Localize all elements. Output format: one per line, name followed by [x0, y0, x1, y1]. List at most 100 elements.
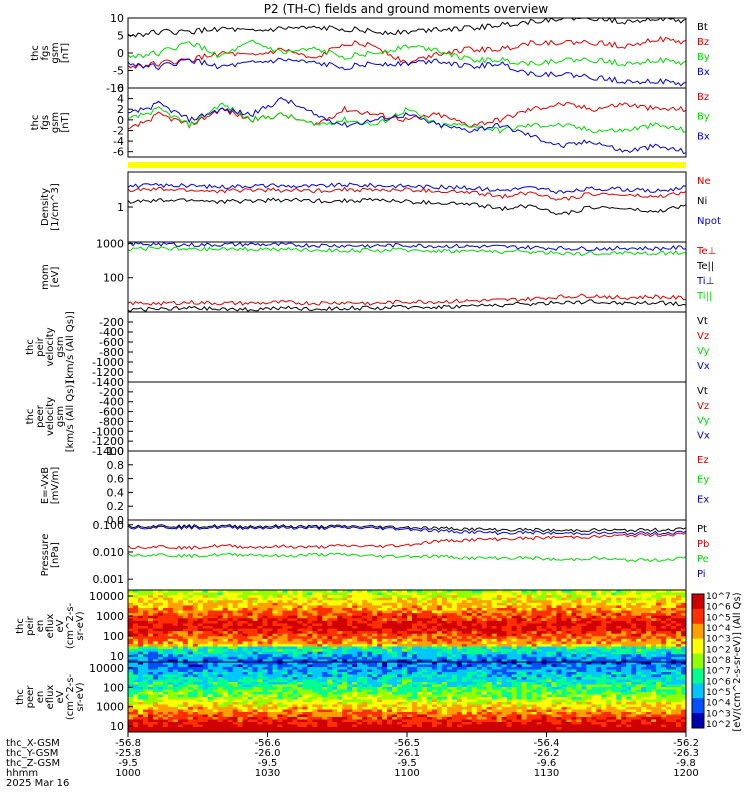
- spectrogram-cell: [187, 646, 194, 650]
- spectrogram-cell: [476, 682, 483, 685]
- spectrogram-cell: [646, 638, 652, 642]
- spectrogram-cell: [257, 610, 263, 614]
- spectrogram-cell: [302, 682, 308, 685]
- spectrogram-cell: [222, 677, 229, 680]
- spectrogram-cell: [561, 618, 567, 622]
- spectrogram-cell: [521, 662, 527, 665]
- spectrogram-cell: [416, 605, 423, 609]
- spectrogram-cell: [182, 649, 189, 653]
- spectrogram-cell: [431, 613, 438, 617]
- spectrogram-cell: [252, 626, 258, 629]
- spectrogram-cell: [382, 608, 388, 611]
- y-axis-title: E=-VxB: [40, 467, 51, 504]
- spectrogram-cell: [546, 667, 552, 670]
- spectrogram-cell: [536, 682, 542, 685]
- spectrogram-cell: [621, 651, 627, 655]
- spectrogram-cell: [382, 677, 388, 680]
- spectrogram-cell: [137, 602, 144, 606]
- spectrogram-cell: [431, 631, 438, 635]
- spectrogram-cell: [382, 636, 388, 640]
- spectrogram-cell: [187, 638, 194, 642]
- spectrogram-cell: [451, 641, 458, 645]
- spectrogram-cell: [377, 633, 383, 637]
- spectrogram-cell: [187, 636, 194, 640]
- spectrogram-cell: [541, 674, 547, 678]
- spectrogram-cell: [636, 651, 642, 655]
- spectrogram-cell: [397, 610, 403, 614]
- spectrogram-cell: [147, 628, 154, 632]
- spectrogram-cell: [631, 684, 637, 688]
- spectrogram-cell: [511, 651, 517, 655]
- spectrogram-cell: [172, 613, 179, 617]
- spectrogram-cell: [441, 644, 448, 647]
- spectrogram-cell: [402, 649, 408, 653]
- spectrogram-cell: [152, 687, 159, 690]
- spectrogram-cell: [481, 600, 488, 604]
- spectrogram-cell: [466, 592, 473, 596]
- spectrogram-cell: [147, 679, 154, 683]
- spectrogram-cell: [222, 682, 229, 685]
- spectrogram-cell: [342, 605, 348, 609]
- spectrogram-cell: [147, 602, 154, 606]
- spectrogram-cell: [162, 608, 169, 611]
- spectrogram-cell: [192, 590, 199, 593]
- spectrogram-cell: [416, 590, 423, 593]
- spectrogram-cell: [292, 664, 298, 668]
- spectrogram-cell: [536, 595, 542, 599]
- spectrogram-cell: [222, 608, 229, 611]
- spectrogram-cell: [262, 692, 268, 695]
- spectrogram-cell: [177, 664, 184, 668]
- spectrogram-cell: [561, 646, 567, 650]
- spectrogram-cell: [202, 692, 209, 695]
- spectrogram-cell: [362, 682, 368, 685]
- spectrogram-cell: [152, 651, 159, 655]
- spectrogram-cell: [421, 641, 428, 645]
- spectrogram-cell: [252, 610, 258, 614]
- spectrogram-cell: [476, 662, 483, 665]
- spectrogram-cell: [128, 679, 134, 683]
- spectrogram-cell: [297, 669, 303, 673]
- spectrogram-cell: [132, 615, 139, 619]
- spectrogram-cell: [137, 600, 144, 604]
- spectrogram-cell: [222, 697, 229, 700]
- spectrogram-cell: [536, 610, 542, 614]
- spectrogram-cell: [202, 679, 209, 683]
- spectrogram-cell: [586, 692, 592, 695]
- spectrogram-cell: [277, 667, 283, 670]
- spectrogram-cell: [202, 590, 209, 593]
- spectrogram-cell: [676, 692, 682, 695]
- spectrogram-cell: [307, 689, 313, 693]
- spectrogram-cell: [197, 669, 204, 673]
- spectrogram-cell: [476, 692, 483, 695]
- spectrogram-cell: [626, 641, 632, 645]
- spectrogram-cell: [551, 649, 557, 653]
- spectrogram-cell: [586, 697, 592, 700]
- spectrogram-cell: [327, 684, 333, 688]
- spectrogram-cell: [147, 672, 154, 675]
- spectrogram-cell: [262, 618, 268, 622]
- spectrogram-cell: [177, 592, 184, 596]
- spectrogram-cell: [232, 620, 239, 624]
- spectrogram-cell: [322, 679, 328, 683]
- spectrogram-cell: [317, 646, 323, 650]
- spectrogram-cell: [526, 636, 532, 640]
- spectrogram-cell: [586, 662, 592, 665]
- spectrogram-cell: [471, 641, 478, 645]
- spectrogram-cell: [676, 605, 682, 609]
- spectrogram-cell: [352, 613, 358, 617]
- spectrogram-cell: [362, 662, 368, 665]
- spectrogram-cell: [322, 649, 328, 653]
- spectrogram-cell: [491, 618, 498, 622]
- spectrogram-cell: [387, 677, 393, 680]
- spectrogram-cell: [426, 687, 433, 690]
- spectrogram-cell: [282, 679, 288, 683]
- spectrogram-cell: [207, 684, 214, 688]
- spectrogram-cell: [322, 669, 328, 673]
- spectrogram-cell: [666, 590, 672, 593]
- spectrogram-cell: [292, 667, 298, 670]
- spectrogram-cell: [591, 602, 597, 606]
- spectrogram-cell: [616, 610, 622, 614]
- spectrogram-cell: [421, 662, 428, 665]
- spectrogram-cell: [142, 649, 149, 653]
- spectrogram-cell: [681, 613, 687, 617]
